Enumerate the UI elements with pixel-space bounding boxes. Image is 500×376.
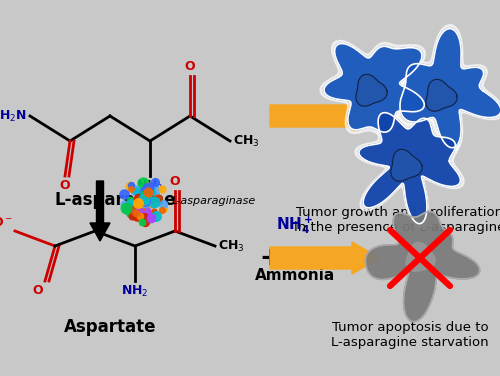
Polygon shape <box>320 41 428 136</box>
Text: Tumor apoptosis due to
L-asparagine starvation: Tumor apoptosis due to L-asparagine star… <box>331 321 489 349</box>
Polygon shape <box>324 44 424 132</box>
Text: O: O <box>170 175 180 188</box>
Text: NH$_2$: NH$_2$ <box>122 284 148 299</box>
Text: O: O <box>32 284 43 297</box>
Polygon shape <box>366 212 480 321</box>
Text: O$^-$: O$^-$ <box>0 216 13 229</box>
FancyArrow shape <box>270 242 380 274</box>
Text: L-asparagine: L-asparagine <box>54 191 176 209</box>
Text: CH$_3$: CH$_3$ <box>218 238 244 253</box>
Text: O: O <box>60 179 70 192</box>
Text: Tumor growth and proliferation
in the presence of L-asparagine: Tumor growth and proliferation in the pr… <box>294 206 500 234</box>
Polygon shape <box>359 113 460 224</box>
Polygon shape <box>355 109 464 228</box>
Polygon shape <box>391 149 422 181</box>
Text: CH$_3$: CH$_3$ <box>233 133 260 149</box>
Polygon shape <box>356 74 387 106</box>
Text: L-asparaginase: L-asparaginase <box>172 196 256 206</box>
Polygon shape <box>400 29 500 148</box>
Text: NH$_2$: NH$_2$ <box>136 179 164 194</box>
Polygon shape <box>426 79 457 111</box>
Polygon shape <box>396 25 500 152</box>
Text: +: + <box>260 246 280 270</box>
FancyArrow shape <box>90 181 110 241</box>
Polygon shape <box>406 243 435 271</box>
Text: O: O <box>184 60 196 73</box>
Text: $\bf{NH_4^+}$: $\bf{NH_4^+}$ <box>276 214 314 236</box>
FancyArrow shape <box>270 100 380 132</box>
Text: H$_2$N: H$_2$N <box>0 108 27 124</box>
Text: Ammonia: Ammonia <box>255 268 335 283</box>
Text: Aspartate: Aspartate <box>64 318 156 336</box>
